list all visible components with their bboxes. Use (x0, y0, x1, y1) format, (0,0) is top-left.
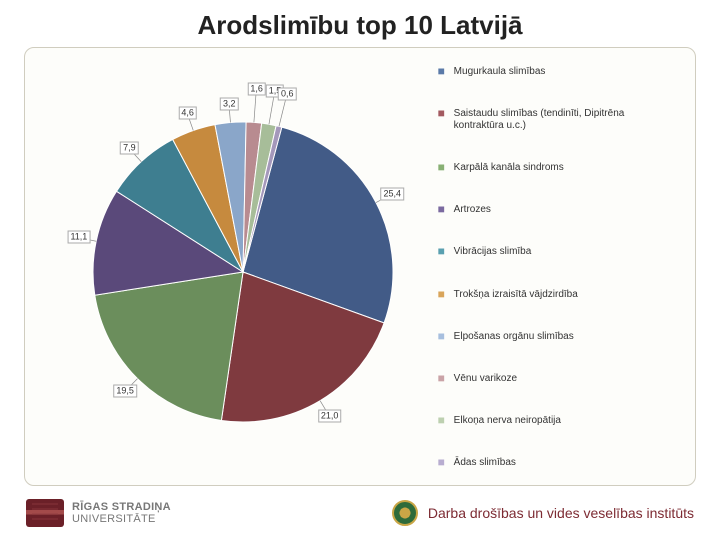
pie-slice-label: 4,6 (178, 106, 197, 119)
legend-item: ■ Elkoņa nerva neiropātija (438, 415, 667, 427)
institute-name: Darba drošības un vides veselības instit… (428, 505, 694, 521)
legend-label: Ādas slimības (454, 457, 667, 469)
pie-slice (95, 272, 243, 420)
legend-bullet-icon: ■ (438, 457, 448, 468)
legend-item: ■ Ādas slimības (438, 457, 667, 469)
footer-left: RĪGAS STRADIŅA UNIVERSITĀTE (26, 499, 171, 527)
legend-bullet-icon: ■ (438, 289, 448, 300)
legend-bullet-icon: ■ (438, 415, 448, 426)
legend-item: ■ Mugurkaula slimības (438, 66, 667, 78)
legend-label: Elpošanas orgānu slimības (454, 331, 667, 343)
legend-item: ■ Vibrācijas slimība (438, 246, 667, 258)
legend-item: ■ Elpošanas orgānu slimības (438, 331, 667, 343)
legend-label: Artrozes (454, 204, 667, 216)
pie-slice-label: 25,4 (380, 187, 404, 200)
legend-label: Karpālā kanāla sindroms (454, 162, 667, 174)
pie-slice-label: 21,0 (318, 409, 342, 422)
legend-item: ■ Karpālā kanāla sindroms (438, 162, 667, 174)
legend: ■ Mugurkaula slimības ■ Saistaudu slimības … (434, 48, 667, 485)
legend-label: Trokšņa izraisītā vājdzirdība (454, 289, 667, 301)
legend-bullet-icon: ■ (438, 204, 448, 215)
legend-item: ■ Trokšņa izraisītā vājdzirdība (438, 289, 667, 301)
legend-label: Saistaudu slimības (tendinīti, Dipitrēna… (454, 108, 667, 132)
pie-slice-label: 7,9 (120, 142, 139, 155)
chart-card: 25,421,019,511,17,94,63,21,61,50,6 ■Mugu… (24, 47, 696, 486)
legend-item: ■ Saistaudu slimības (tendinīti, Dipitrēn… (438, 108, 667, 132)
university-logo (26, 499, 64, 527)
legend-bullet-icon: ■ (438, 246, 448, 257)
legend-label: Elkoņa nerva neiropātija (454, 415, 667, 427)
institute-seal-icon (392, 500, 418, 526)
slide-title: Arodslimību top 10 Latvijā (20, 10, 700, 41)
pie-chart: 25,421,019,511,17,94,63,21,61,50,6 (78, 107, 408, 437)
legend-item: ■ Artrozes (438, 204, 667, 216)
legend-bullet-icon: ■ (438, 162, 448, 173)
legend-bullet-icon: ■ (438, 331, 448, 342)
university-name: RĪGAS STRADIŅA UNIVERSITĀTE (72, 501, 171, 525)
legend-label: Mugurkaula slimības (454, 66, 667, 78)
pie-slice-label: 1,6 (247, 83, 266, 96)
legend-bullet-icon: ■ (438, 66, 448, 77)
legend-label: Vēnu varikoze (454, 373, 667, 385)
legend-bullet-icon: ■ (438, 108, 448, 119)
pie-slice-label: 11,1 (67, 231, 90, 244)
legend-item: ■ Vēnu varikoze (438, 373, 667, 385)
pie-slice-label: 3,2 (220, 98, 239, 111)
legend-label: Vibrācijas slimība (454, 246, 667, 258)
pie-slice-label: 19,5 (113, 384, 137, 397)
footer-right: Darba drošības un vides veselības instit… (392, 500, 694, 526)
legend-bullet-icon: ■ (438, 373, 448, 384)
pie-slice-label: 0,6 (278, 87, 297, 100)
